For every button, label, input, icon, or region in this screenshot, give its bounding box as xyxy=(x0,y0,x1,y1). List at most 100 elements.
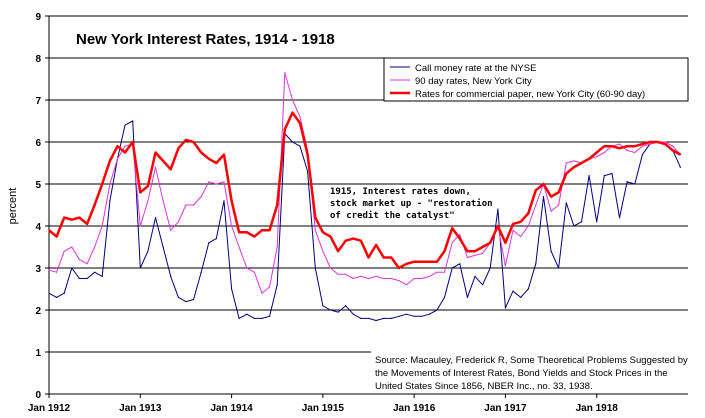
data-point xyxy=(406,263,408,265)
data-point xyxy=(215,162,217,164)
data-point xyxy=(459,238,461,240)
data-point xyxy=(466,296,468,298)
data-point xyxy=(352,277,354,280)
data-point xyxy=(390,277,392,280)
data-point xyxy=(634,183,636,185)
data-point xyxy=(535,189,537,191)
data-point xyxy=(527,288,529,290)
data-point xyxy=(307,154,309,156)
data-point xyxy=(253,271,255,273)
data-point xyxy=(223,200,225,202)
data-point xyxy=(360,240,362,242)
data-point xyxy=(101,275,103,277)
data-point xyxy=(170,168,172,170)
data-point xyxy=(375,275,377,277)
data-point xyxy=(307,170,309,172)
data-point xyxy=(48,269,50,271)
y-tick-label: 2 xyxy=(35,306,41,317)
data-point xyxy=(170,275,172,277)
data-point xyxy=(679,154,682,156)
data-point xyxy=(641,143,644,145)
data-point xyxy=(383,317,385,319)
data-point xyxy=(78,277,80,280)
data-point xyxy=(512,290,514,292)
y-tick-label: 1 xyxy=(35,348,41,359)
x-tick-label: Jan 1913 xyxy=(119,403,162,414)
data-point xyxy=(390,256,392,259)
y-tick-label: 9 xyxy=(35,12,41,23)
y-tick-label: 3 xyxy=(35,264,41,275)
data-point xyxy=(208,158,210,160)
data-point xyxy=(94,246,96,248)
data-point xyxy=(231,225,233,227)
data-point xyxy=(101,183,103,185)
data-point xyxy=(322,305,324,307)
data-point xyxy=(504,307,506,309)
data-point xyxy=(337,273,339,275)
data-point xyxy=(231,200,233,202)
data-point xyxy=(345,240,347,242)
data-point xyxy=(527,212,529,214)
data-point xyxy=(269,315,271,317)
data-point xyxy=(345,305,347,307)
data-point xyxy=(535,204,537,206)
data-point xyxy=(253,317,255,319)
data-point xyxy=(261,292,263,294)
data-point xyxy=(162,200,164,202)
data-point xyxy=(634,145,636,147)
data-point xyxy=(489,242,491,244)
data-point xyxy=(596,221,598,223)
data-point xyxy=(436,271,438,273)
data-point xyxy=(558,204,560,206)
x-tick-label: Jan 1914 xyxy=(210,403,253,414)
data-point xyxy=(299,145,301,147)
data-point xyxy=(154,166,157,168)
data-point xyxy=(192,298,195,301)
data-point xyxy=(109,160,111,162)
data-point xyxy=(482,252,484,254)
data-point xyxy=(124,145,126,147)
data-point xyxy=(116,158,119,160)
data-point xyxy=(322,231,324,233)
data-point xyxy=(299,122,301,124)
data-point xyxy=(573,166,575,168)
data-point xyxy=(618,143,621,145)
data-point xyxy=(352,238,354,240)
data-point xyxy=(421,261,423,263)
data-point xyxy=(512,229,514,231)
data-point xyxy=(238,317,240,319)
x-tick-label: Jan 1915 xyxy=(302,403,345,414)
data-point xyxy=(360,317,362,319)
data-point xyxy=(482,246,484,248)
data-point xyxy=(261,317,263,319)
data-point xyxy=(466,256,468,259)
data-point xyxy=(291,141,294,143)
data-point xyxy=(299,116,301,118)
data-point xyxy=(413,277,415,280)
data-point xyxy=(322,250,324,252)
y-tick-label: 4 xyxy=(35,222,41,233)
data-point xyxy=(101,225,103,227)
data-point xyxy=(139,267,141,269)
data-point xyxy=(451,242,453,244)
data-point xyxy=(527,225,529,227)
legend-label-commercial-paper: Rates for commercial paper, new York Cit… xyxy=(415,89,645,100)
data-point xyxy=(565,162,567,164)
legend-label-call-money: Call money rate at the NYSE xyxy=(415,63,536,74)
data-point xyxy=(398,267,400,269)
data-point xyxy=(383,277,385,280)
data-point xyxy=(542,196,545,198)
x-tick-label: Jan 1916 xyxy=(393,403,436,414)
data-point xyxy=(200,196,202,198)
data-point xyxy=(596,151,598,154)
data-point xyxy=(588,175,590,177)
data-point xyxy=(421,315,423,317)
data-point xyxy=(413,261,415,263)
data-point xyxy=(147,250,149,252)
data-point xyxy=(185,139,187,141)
data-point xyxy=(672,145,674,147)
data-point xyxy=(215,238,217,240)
data-point xyxy=(406,284,408,286)
data-point xyxy=(398,280,400,282)
